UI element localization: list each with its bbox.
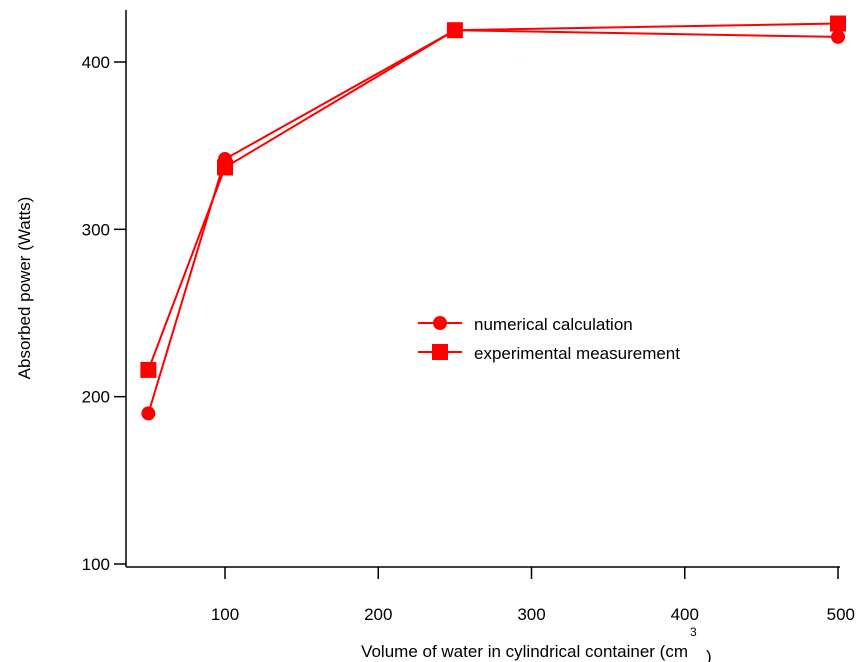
y-axis-title: Absorbed power (Watts) bbox=[15, 197, 34, 380]
x-tick-label-300: 300 bbox=[517, 605, 545, 624]
legend-label-experimental: experimental measurement bbox=[474, 344, 680, 363]
series-0-point-3 bbox=[831, 29, 845, 44]
x-tick-label-400: 400 bbox=[671, 605, 699, 624]
legend: numerical calculation experimental measu… bbox=[418, 315, 680, 363]
axes bbox=[125, 10, 840, 568]
legend-marker-numerical bbox=[433, 316, 447, 330]
series-1-point-2 bbox=[446, 22, 463, 39]
ticks: 100 200 300 400 100 200 300 400 500 bbox=[82, 53, 855, 624]
series-line-1 bbox=[147, 22, 839, 371]
series-layer bbox=[140, 15, 846, 421]
x-tick-label-200: 200 bbox=[364, 605, 392, 624]
x-axis-title: Volume of water in cylindrical container… bbox=[361, 642, 688, 661]
legend-item-experimental: experimental measurement bbox=[418, 344, 680, 363]
x-axis-title-superscript: 3 bbox=[690, 625, 697, 639]
y-tick-label-100: 100 bbox=[82, 555, 110, 574]
series-line-0 bbox=[147, 29, 839, 414]
y-tick-label-200: 200 bbox=[82, 388, 110, 407]
y-tick-label-300: 300 bbox=[82, 220, 110, 239]
legend-label-numerical: numerical calculation bbox=[474, 315, 633, 334]
y-tick-label-400: 400 bbox=[82, 53, 110, 72]
legend-item-numerical: numerical calculation bbox=[418, 315, 633, 334]
x-tick-label-500: 500 bbox=[827, 605, 855, 624]
series-1-point-1 bbox=[217, 159, 233, 176]
x-axis-title-suffix: ) bbox=[706, 647, 712, 662]
x-tick-label-100: 100 bbox=[211, 605, 239, 624]
series-1-point-3 bbox=[830, 15, 846, 32]
series-1-point-0 bbox=[140, 361, 157, 378]
x-axis-title-group: Volume of water in cylindrical container… bbox=[361, 625, 712, 662]
series-0-point-0 bbox=[141, 406, 156, 421]
legend-marker-experimental bbox=[432, 344, 448, 360]
